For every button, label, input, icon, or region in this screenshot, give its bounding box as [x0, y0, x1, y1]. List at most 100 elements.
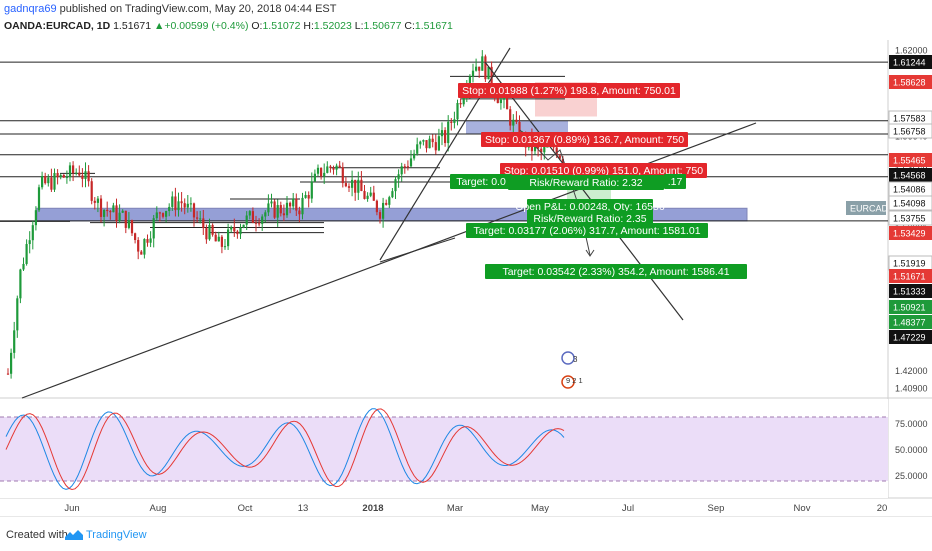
time-axis-label: 2018: [362, 503, 383, 514]
candle-body: [329, 166, 332, 169]
rr-label-1-box: [508, 175, 664, 190]
candle-body: [506, 98, 509, 110]
candle-body: [149, 238, 152, 243]
trendline-short: [379, 237, 456, 263]
event-mark-icon[interactable]: [561, 351, 575, 365]
candle-body: [341, 167, 344, 184]
candle-body: [68, 165, 72, 178]
candle-body: [338, 165, 341, 168]
candle-body: [289, 202, 292, 207]
candle-body: [10, 352, 13, 374]
time-axis-label: Jun: [64, 503, 79, 514]
tradingview-brand[interactable]: TradingView: [86, 529, 147, 541]
stoch-k-line: [5, 408, 565, 490]
candle-body: [307, 195, 310, 199]
rr-label-2[interactable]: Risk/Reward Ratio: 2.35: [527, 211, 653, 226]
candle-body: [323, 172, 326, 177]
candle-body: [59, 174, 62, 178]
candle-body: [378, 212, 382, 219]
candle-body: [53, 172, 56, 190]
price-badge-label: 1.57583: [893, 114, 926, 124]
candle-body: [152, 218, 155, 239]
price-badge: [888, 195, 932, 211]
candle-body: [335, 165, 338, 170]
candle-body: [369, 192, 372, 196]
candle-body: [112, 205, 115, 213]
candle-body: [388, 197, 391, 205]
candle-body: [419, 141, 422, 145]
candle-body: [47, 177, 50, 184]
oscillator-band: [0, 417, 888, 481]
candle-body: [351, 179, 354, 188]
high-label: H:: [303, 20, 314, 32]
candle-body: [375, 200, 378, 213]
candle-body: [264, 212, 267, 217]
candle-body: [155, 212, 158, 219]
candle-body: [285, 202, 289, 216]
author-link[interactable]: gadnqra69: [4, 3, 57, 15]
candle-body: [202, 218, 205, 229]
candle-body: [502, 98, 506, 100]
candle-body: [382, 202, 385, 219]
rr-label-2-box: [527, 211, 653, 226]
candle-body: [25, 244, 28, 264]
target-label-1a[interactable]: Target: 0.0: [450, 174, 512, 189]
open-value: 1.51072: [262, 20, 301, 32]
candle-body: [37, 187, 41, 211]
candle-body: [332, 168, 335, 170]
stop-label-1[interactable]: Stop: 0.01988 (1.27%) 198.8, Amount: 750…: [458, 83, 680, 98]
price-badge: [889, 315, 932, 329]
stop-label-3-box: [500, 163, 707, 178]
candle-body: [400, 166, 403, 175]
time-axis-label: 13: [298, 503, 309, 514]
candle-body: [282, 213, 285, 216]
target-label-1b[interactable]: .17: [664, 174, 686, 189]
candle-body: [298, 210, 301, 215]
rr-label-1[interactable]: Risk/Reward Ratio: 2.32: [508, 175, 664, 190]
candle-body: [478, 66, 481, 71]
oscillator-tick-label: 50.0000: [895, 445, 928, 455]
pnl-label[interactable]: Open P&L: 0.00248, Qty: 16556: [515, 199, 665, 214]
target-label-3-box: [485, 264, 747, 279]
candle-body: [487, 66, 490, 80]
candle-body: [220, 236, 223, 247]
price-badge: [889, 284, 932, 298]
candle-body: [320, 167, 323, 177]
high-value: 1.52023: [313, 20, 352, 32]
created-with-text: Created with: [6, 529, 68, 541]
time-axis-label: Mar: [447, 503, 463, 514]
candle-body: [347, 186, 351, 188]
candle-body: [87, 171, 90, 182]
candle-body: [22, 263, 25, 270]
candle-body: [121, 210, 124, 213]
candle-body: [279, 205, 282, 214]
candle-body: [161, 213, 165, 217]
candle-body: [394, 179, 397, 192]
price-badge-label: 1.54086: [893, 185, 926, 195]
candle-body: [437, 136, 440, 151]
time-axis-label: May: [531, 503, 549, 514]
stop-label-2[interactable]: Stop: 0.01367 (0.89%) 136.7, Amount: 750: [481, 132, 688, 147]
candle-body: [499, 99, 502, 104]
candle-body: [428, 138, 431, 149]
target-label-2[interactable]: Target: 0.03177 (2.06%) 317.7, Amount: 1…: [466, 223, 708, 238]
candle-body: [267, 203, 270, 213]
candle-body: [543, 147, 546, 153]
candle-body: [512, 119, 515, 126]
event-mark-label: 3: [573, 355, 578, 364]
price-badge: [888, 123, 932, 139]
candle-body: [434, 142, 437, 151]
earnings-mark-icon[interactable]: [561, 375, 575, 389]
target-label-2-box: [466, 223, 708, 238]
symbol-label[interactable]: OANDA:EURCAD, 1D: [4, 20, 111, 32]
target-label-1a-box: [450, 174, 512, 189]
candle-body: [134, 233, 137, 240]
target-label-1a-text: Target: 0.0: [456, 176, 506, 188]
low-value: 1.50677: [363, 20, 402, 32]
publish-line: gadnqra69 published on TradingView.com, …: [4, 3, 336, 15]
stop-label-3[interactable]: Stop: 0.01510 (0.99%) 151.0, Amount: 750: [500, 163, 707, 178]
target-label-3[interactable]: Target: 0.03542 (2.33%) 354.2, Amount: 1…: [485, 264, 747, 279]
candle-body: [19, 269, 22, 299]
pnl-label-box: [527, 199, 653, 214]
